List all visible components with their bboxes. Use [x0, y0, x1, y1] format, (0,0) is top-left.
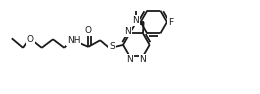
Text: N: N — [124, 27, 131, 36]
Text: F: F — [168, 18, 173, 27]
Text: N: N — [126, 55, 133, 64]
Text: O: O — [27, 35, 34, 44]
Text: O: O — [85, 26, 92, 35]
Text: N: N — [132, 16, 139, 25]
Text: S: S — [109, 42, 115, 51]
Text: N: N — [140, 55, 146, 64]
Text: NH: NH — [67, 36, 80, 45]
